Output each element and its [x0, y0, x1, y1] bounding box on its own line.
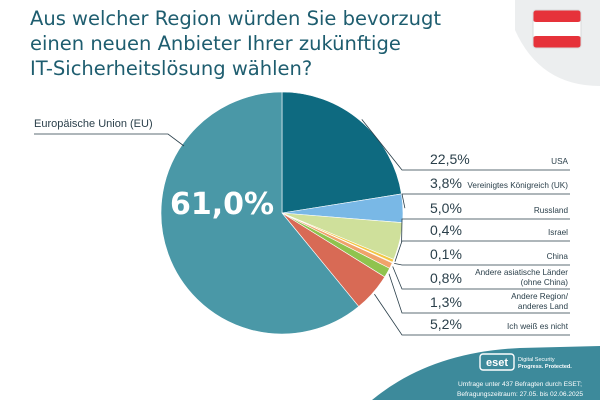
category-label-6-line-1: Andere asiatische Länder [475, 268, 568, 277]
eset-logo-icon: eset [479, 353, 515, 371]
value-label-7: 1,3% [430, 294, 462, 310]
pie-slice-0 [160, 91, 360, 335]
legend-row-3: 5,0% Russland [401, 200, 570, 242]
eset-logo-frame [479, 353, 515, 371]
category-label-5: China [547, 252, 569, 261]
legend-row-1: 22,5% USA [361, 119, 570, 171]
value-label-2: 3,8% [430, 175, 462, 191]
legend-row-7: 1,3% Andere Region/anderes Land [388, 273, 570, 314]
value-label-3: 5,0% [430, 200, 462, 216]
category-label-7-line-2: anderes Land [518, 302, 569, 311]
leader-line-7 [388, 273, 570, 314]
flag-stripe-top [533, 10, 581, 22]
value-label-4: 0,4% [430, 222, 462, 238]
flag-stripe-middle [533, 22, 581, 36]
brand-tagline-1: Digital Security [518, 357, 555, 363]
pie-chart [160, 91, 404, 335]
footer-note-2: Befragungszeitraum: 27.05. bis 02.06.202… [457, 391, 583, 398]
eu-big-label: 61,0% [170, 187, 274, 222]
brand-tagline-2: Progress. Protected. [518, 364, 572, 370]
value-label-6: 0,8% [430, 270, 462, 286]
category-label-7-line-1: Andere Region/ [511, 292, 569, 301]
flag-border [532, 9, 582, 49]
leader-line-1 [361, 119, 570, 171]
value-label-1: 22,5% [430, 151, 470, 167]
legend-row-4: 0,4% Israel [394, 222, 570, 262]
value-label-5: 0,1% [430, 246, 462, 262]
legend-row-8: 5,2% Ich weiß es nicht [374, 293, 570, 336]
title-line-1: Aus welcher Region würden Sie bevorzugt [30, 7, 442, 30]
footer-note-1: Umfrage unter 437 Befragten durch ESET; [458, 381, 582, 388]
leader-line-2 [401, 193, 570, 209]
leader-line-5 [394, 263, 570, 266]
legend-row-6: 0,8% Andere asiatische Länder(ohne China) [392, 266, 570, 290]
pie-slice-1 [281, 91, 402, 214]
eu-callout-label: Europäische Union (EU) [34, 118, 153, 130]
title-line-3: IT-Sicherheitslösung wählen? [30, 57, 313, 80]
category-label-2: Vereinigtes Königreich (UK) [467, 181, 568, 190]
category-label-4: Israel [548, 228, 568, 237]
category-label-1: USA [551, 157, 568, 166]
value-label-8: 5,2% [430, 316, 462, 332]
eset-logo-text: eset [486, 357, 508, 369]
legend-row-2: 3,8% Vereinigtes Königreich (UK) [401, 175, 570, 209]
flag-stripe-bottom [533, 36, 581, 48]
legend-row-5: 0,1% China [394, 246, 570, 266]
chart-title: Aus welcher Region würden Sie bevorzugt … [30, 6, 500, 81]
category-label-3: Russland [534, 206, 569, 215]
leader-line-6 [392, 266, 570, 290]
leader-line-4 [394, 240, 570, 262]
footer-band [372, 346, 600, 400]
austria-flag-icon [532, 9, 582, 49]
leader-line-3 [401, 218, 570, 242]
title-line-2: einen neuen Anbieter Ihrer zukünftige [30, 32, 401, 55]
category-label-8: Ich weiß es nicht [507, 322, 569, 331]
leader-line-8 [374, 293, 570, 336]
category-label-6-line-2: (ohne China) [521, 278, 569, 287]
eu-callout-line [34, 133, 185, 147]
